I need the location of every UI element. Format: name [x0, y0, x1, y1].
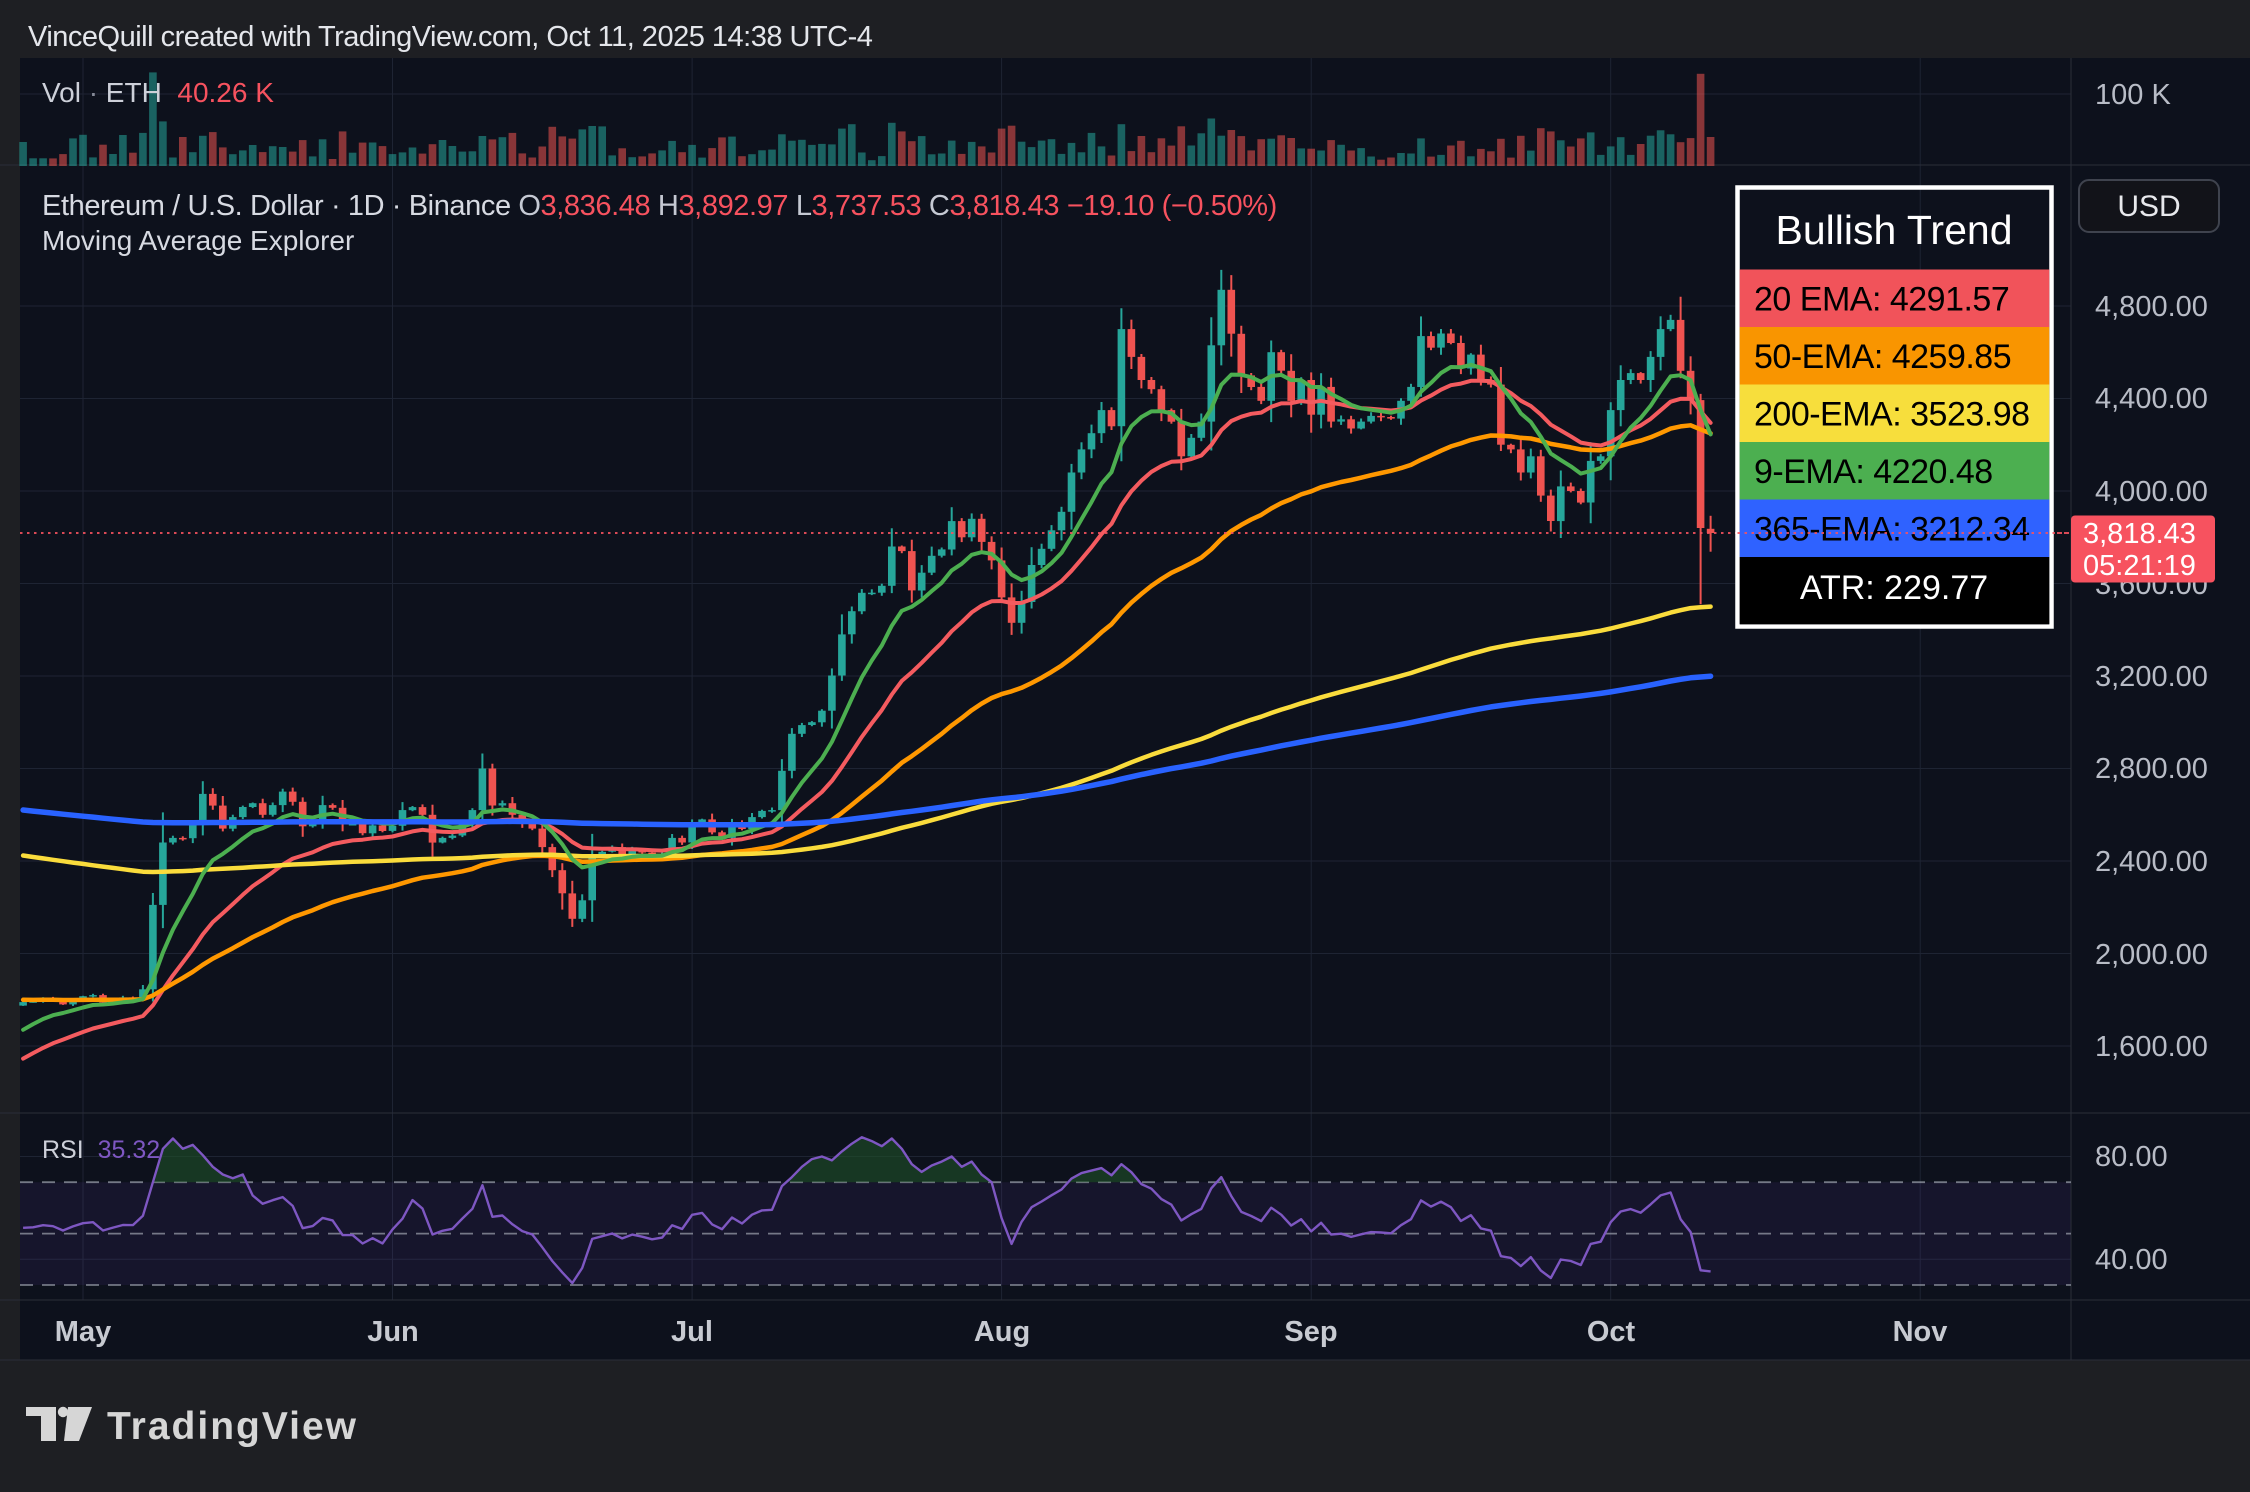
- svg-text:VinceQuill created with Tradin: VinceQuill created with TradingView.com,…: [28, 21, 873, 53]
- svg-text:20 EMA: 4291.57: 20 EMA: 4291.57: [1754, 281, 2009, 319]
- svg-text:Moving Average Explorer: Moving Average Explorer: [42, 225, 354, 256]
- svg-text:Vol · ETH 40.26 K: Vol · ETH 40.26 K: [42, 77, 274, 108]
- svg-text:3,200.00: 3,200.00: [2095, 661, 2208, 693]
- svg-text:9-EMA: 4220.48: 9-EMA: 4220.48: [1754, 453, 1993, 491]
- svg-text:2,400.00: 2,400.00: [2095, 846, 2208, 878]
- svg-text:4,000.00: 4,000.00: [2095, 476, 2208, 508]
- svg-text:Jun: Jun: [367, 1316, 419, 1348]
- svg-text:RSI 35.32: RSI 35.32: [42, 1136, 160, 1164]
- svg-text:Nov: Nov: [1893, 1316, 1948, 1348]
- svg-text:Oct: Oct: [1587, 1316, 1636, 1348]
- svg-text:2,800.00: 2,800.00: [2095, 753, 2208, 785]
- svg-text:Sep: Sep: [1284, 1316, 1337, 1348]
- svg-text:40.00: 40.00: [2095, 1244, 2168, 1276]
- svg-text:Ethereum / U.S. Dollar · 1D ·: Ethereum / U.S. Dollar · 1D · Binance O3…: [42, 190, 1277, 222]
- svg-text:USD: USD: [2117, 190, 2180, 223]
- svg-text:80.00: 80.00: [2095, 1141, 2168, 1173]
- svg-text:Bullish Trend: Bullish Trend: [1775, 207, 2012, 253]
- svg-text:100 K: 100 K: [2095, 79, 2171, 111]
- svg-text:2,000.00: 2,000.00: [2095, 939, 2208, 971]
- svg-text:200-EMA: 3523.98: 200-EMA: 3523.98: [1754, 396, 2030, 434]
- svg-text:1,600.00: 1,600.00: [2095, 1031, 2208, 1063]
- svg-text:05:21:19: 05:21:19: [2083, 550, 2196, 582]
- svg-text:ATR: 229.77: ATR: 229.77: [1800, 569, 1988, 607]
- svg-text:50-EMA: 4259.85: 50-EMA: 4259.85: [1754, 338, 2011, 376]
- svg-text:4,400.00: 4,400.00: [2095, 383, 2208, 415]
- svg-text:4,800.00: 4,800.00: [2095, 291, 2208, 323]
- svg-text:3,818.43: 3,818.43: [2083, 518, 2196, 550]
- svg-text:Jul: Jul: [671, 1316, 713, 1348]
- svg-text:365-EMA: 3212.34: 365-EMA: 3212.34: [1754, 511, 2030, 549]
- svg-text:TradingView: TradingView: [107, 1405, 358, 1448]
- svg-text:Aug: Aug: [974, 1316, 1030, 1348]
- svg-text:May: May: [55, 1316, 111, 1348]
